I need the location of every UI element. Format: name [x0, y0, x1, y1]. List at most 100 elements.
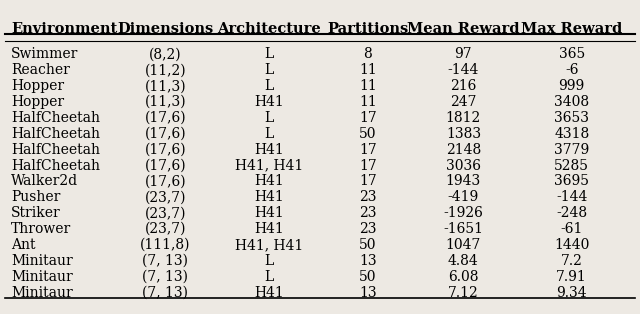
Text: 9.34: 9.34 [556, 285, 587, 300]
Text: 23: 23 [359, 206, 376, 220]
Text: H41: H41 [254, 175, 284, 188]
Text: Dimensions: Dimensions [117, 22, 214, 35]
Text: -248: -248 [556, 206, 588, 220]
Text: -61: -61 [561, 222, 583, 236]
Text: 97: 97 [454, 47, 472, 62]
Text: L: L [264, 111, 274, 125]
Text: Environment: Environment [11, 22, 117, 35]
Text: 1812: 1812 [445, 111, 481, 125]
Text: 7.2: 7.2 [561, 254, 582, 268]
Text: (11,2): (11,2) [145, 63, 186, 77]
Text: 11: 11 [359, 63, 377, 77]
Text: 1440: 1440 [554, 238, 589, 252]
Text: Hopper: Hopper [11, 79, 64, 93]
Text: Pusher: Pusher [11, 190, 60, 204]
Text: (11,3): (11,3) [145, 79, 186, 93]
Text: (17,6): (17,6) [145, 143, 186, 157]
Text: 50: 50 [359, 238, 376, 252]
Text: H41: H41 [254, 222, 284, 236]
Text: 7.91: 7.91 [556, 270, 587, 284]
Text: (23,7): (23,7) [145, 222, 186, 236]
Text: 1047: 1047 [445, 238, 481, 252]
Text: 17: 17 [359, 159, 377, 173]
Text: Swimmer: Swimmer [11, 47, 78, 62]
Text: -144: -144 [448, 63, 479, 77]
Text: -1926: -1926 [444, 206, 483, 220]
Text: Mean Reward: Mean Reward [407, 22, 520, 35]
Text: 17: 17 [359, 111, 377, 125]
Text: 999: 999 [559, 79, 585, 93]
Text: Hopper: Hopper [11, 95, 64, 109]
Text: (111,8): (111,8) [140, 238, 191, 252]
Text: 1383: 1383 [446, 127, 481, 141]
Text: H41, H41: H41, H41 [235, 159, 303, 173]
Text: Minitaur: Minitaur [11, 254, 73, 268]
Text: Minitaur: Minitaur [11, 270, 73, 284]
Text: H41, H41: H41, H41 [235, 238, 303, 252]
Text: L: L [264, 47, 274, 62]
Text: -1651: -1651 [444, 222, 483, 236]
Text: 23: 23 [359, 190, 376, 204]
Text: (7, 13): (7, 13) [143, 270, 188, 284]
Text: 13: 13 [359, 254, 376, 268]
Text: 4.84: 4.84 [448, 254, 479, 268]
Text: HalfCheetah: HalfCheetah [11, 127, 100, 141]
Text: Striker: Striker [11, 206, 61, 220]
Text: HalfCheetah: HalfCheetah [11, 159, 100, 173]
Text: Architecture: Architecture [217, 22, 321, 35]
Text: H41: H41 [254, 143, 284, 157]
Text: L: L [264, 127, 274, 141]
Text: (17,6): (17,6) [145, 111, 186, 125]
Text: (7, 13): (7, 13) [143, 285, 188, 300]
Text: 50: 50 [359, 127, 376, 141]
Text: Partitions: Partitions [327, 22, 408, 35]
Text: HalfCheetah: HalfCheetah [11, 111, 100, 125]
Text: (17,6): (17,6) [145, 159, 186, 173]
Text: (17,6): (17,6) [145, 175, 186, 188]
Text: H41: H41 [254, 285, 284, 300]
Text: -6: -6 [565, 63, 579, 77]
Text: H41: H41 [254, 206, 284, 220]
Text: 3408: 3408 [554, 95, 589, 109]
Text: 50: 50 [359, 270, 376, 284]
Text: 7.12: 7.12 [448, 285, 479, 300]
Text: -144: -144 [556, 190, 588, 204]
Text: 3653: 3653 [554, 111, 589, 125]
Text: 6.08: 6.08 [448, 270, 479, 284]
Text: L: L [264, 270, 274, 284]
Text: L: L [264, 63, 274, 77]
Text: 247: 247 [450, 95, 477, 109]
Text: 11: 11 [359, 79, 377, 93]
Text: 365: 365 [559, 47, 585, 62]
Text: Walker2d: Walker2d [11, 175, 78, 188]
Text: Minitaur: Minitaur [11, 285, 73, 300]
Text: Max Reward: Max Reward [521, 22, 622, 35]
Text: -419: -419 [448, 190, 479, 204]
Text: (17,6): (17,6) [145, 127, 186, 141]
Text: 13: 13 [359, 285, 376, 300]
Text: Reacher: Reacher [11, 63, 70, 77]
Text: 8: 8 [364, 47, 372, 62]
Text: L: L [264, 254, 274, 268]
Text: Ant: Ant [11, 238, 35, 252]
Text: 4318: 4318 [554, 127, 589, 141]
Text: (23,7): (23,7) [145, 190, 186, 204]
Text: 1943: 1943 [445, 175, 481, 188]
Text: 3695: 3695 [554, 175, 589, 188]
Text: H41: H41 [254, 190, 284, 204]
Text: 17: 17 [359, 175, 377, 188]
Text: 216: 216 [450, 79, 477, 93]
Text: 11: 11 [359, 95, 377, 109]
Text: 2148: 2148 [445, 143, 481, 157]
Text: HalfCheetah: HalfCheetah [11, 143, 100, 157]
Text: H41: H41 [254, 95, 284, 109]
Text: (23,7): (23,7) [145, 206, 186, 220]
Text: 5285: 5285 [554, 159, 589, 173]
Text: 17: 17 [359, 143, 377, 157]
Text: (11,3): (11,3) [145, 95, 186, 109]
Text: (7, 13): (7, 13) [143, 254, 188, 268]
Text: Thrower: Thrower [11, 222, 71, 236]
Text: 3036: 3036 [446, 159, 481, 173]
Text: L: L [264, 79, 274, 93]
Text: (8,2): (8,2) [149, 47, 182, 62]
